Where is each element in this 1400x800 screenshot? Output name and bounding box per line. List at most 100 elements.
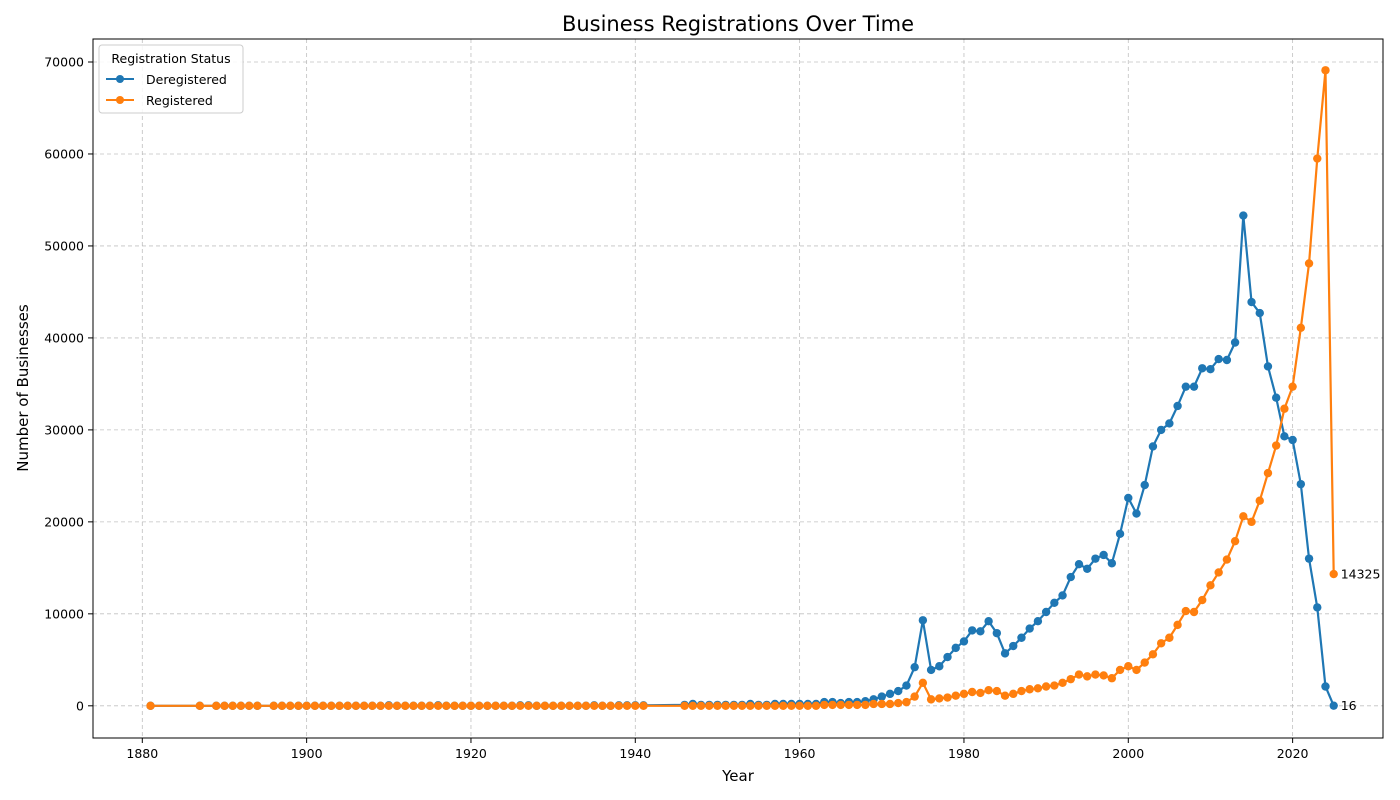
data-point-registered <box>1091 670 1100 679</box>
data-point-registered <box>581 701 591 711</box>
x-tick-label: 1980 <box>948 746 980 761</box>
data-point-registered <box>351 701 361 711</box>
data-point-deregistered <box>902 681 911 690</box>
data-point-registered <box>425 701 435 711</box>
data-point-deregistered <box>1124 493 1133 503</box>
data-point-registered <box>450 701 459 711</box>
data-point-registered <box>1198 595 1207 605</box>
data-point-registered <box>1099 671 1108 680</box>
data-point-registered <box>442 701 451 711</box>
data-point-deregistered <box>1271 393 1281 402</box>
data-point-registered <box>228 701 237 711</box>
data-point-registered <box>1173 620 1182 630</box>
data-point-deregistered <box>1230 338 1240 347</box>
data-point-registered <box>1230 536 1240 546</box>
data-point-deregistered <box>1296 479 1306 489</box>
data-point-registered <box>951 691 960 700</box>
data-point-registered <box>754 701 763 711</box>
data-point-deregistered <box>1140 480 1149 490</box>
data-point-registered <box>861 700 870 710</box>
data-point-registered <box>1025 685 1034 694</box>
data-point-registered <box>894 698 903 708</box>
plot-frame <box>92 38 1384 739</box>
data-point-registered <box>1041 682 1051 691</box>
data-label-deregistered: 16 <box>1341 698 1357 713</box>
data-point-registered <box>1296 323 1306 332</box>
data-point-registered <box>1000 691 1010 700</box>
data-point-registered <box>1313 154 1322 163</box>
data-point-registered <box>302 701 311 711</box>
data-point-registered <box>1304 259 1314 268</box>
data-point-registered <box>1140 658 1149 667</box>
data-point-registered <box>1074 670 1084 679</box>
data-point-registered <box>244 701 254 711</box>
data-point-registered <box>992 686 1002 696</box>
data-point-registered <box>844 700 854 710</box>
data-point-registered <box>310 701 320 711</box>
data-point-registered <box>491 701 500 711</box>
legend-marker-deregistered <box>116 75 124 83</box>
data-point-registered <box>401 701 410 711</box>
data-point-deregistered <box>1066 572 1075 582</box>
data-point-registered <box>836 700 845 710</box>
data-point-registered <box>795 701 804 711</box>
data-point-registered <box>910 692 919 701</box>
data-point-registered <box>943 693 952 702</box>
data-point-deregistered <box>1099 550 1108 560</box>
y-tick-label: 10000 <box>44 606 84 621</box>
data-point-registered <box>318 701 328 711</box>
data-point-deregistered <box>926 665 936 675</box>
data-point-deregistered <box>1247 297 1256 307</box>
data-point-deregistered <box>1255 308 1264 318</box>
data-point-registered <box>499 701 509 711</box>
data-point-registered <box>1132 665 1141 675</box>
grid <box>93 39 1383 738</box>
legend: Registration Status Deregistered Registe… <box>98 44 244 114</box>
data-point-registered <box>335 701 344 711</box>
series-layer <box>146 66 1338 711</box>
data-point-registered <box>327 701 336 711</box>
data-point-deregistered <box>1000 649 1010 658</box>
data-point-registered <box>1288 382 1297 391</box>
data-point-registered <box>918 678 928 688</box>
data-point-deregistered <box>1041 607 1051 617</box>
data-point-registered <box>1033 684 1043 693</box>
data-point-registered <box>376 701 385 711</box>
data-point-deregistered <box>1321 682 1330 691</box>
series-registered <box>146 66 1338 711</box>
data-point-registered <box>286 701 295 711</box>
data-point-registered <box>277 701 287 711</box>
data-point-registered <box>532 701 541 711</box>
data-point-registered <box>803 701 813 711</box>
data-point-registered <box>1222 555 1232 564</box>
y-tick-label: 0 <box>76 698 84 713</box>
data-point-registered <box>729 701 739 711</box>
data-point-deregistered <box>877 692 886 701</box>
data-point-registered <box>852 700 862 710</box>
data-point-registered <box>926 695 936 704</box>
legend-label-deregistered: Deregistered <box>146 72 227 87</box>
data-point-registered <box>516 701 525 711</box>
data-point-registered <box>811 701 821 711</box>
data-point-registered <box>483 701 492 711</box>
data-point-registered <box>507 701 517 711</box>
data-point-deregistered <box>1156 425 1166 435</box>
chart-title: Business Registrations Over Time <box>562 12 914 36</box>
data-point-deregistered <box>1222 355 1232 365</box>
data-point-registered <box>631 701 640 711</box>
data-point-deregistered <box>1091 554 1100 563</box>
data-point-deregistered <box>1107 559 1117 568</box>
y-tick-label: 40000 <box>44 330 84 345</box>
data-point-deregistered <box>894 686 903 696</box>
data-point-deregistered <box>1288 435 1297 445</box>
data-point-registered <box>524 701 533 711</box>
data-point-registered <box>680 701 689 711</box>
data-point-registered <box>746 701 755 711</box>
data-point-registered <box>1271 441 1281 450</box>
data-point-registered <box>343 701 352 711</box>
data-point-registered <box>146 701 155 711</box>
x-axis-label: Year <box>721 767 755 785</box>
data-point-registered <box>1017 686 1026 696</box>
data-point-deregistered <box>984 616 993 626</box>
